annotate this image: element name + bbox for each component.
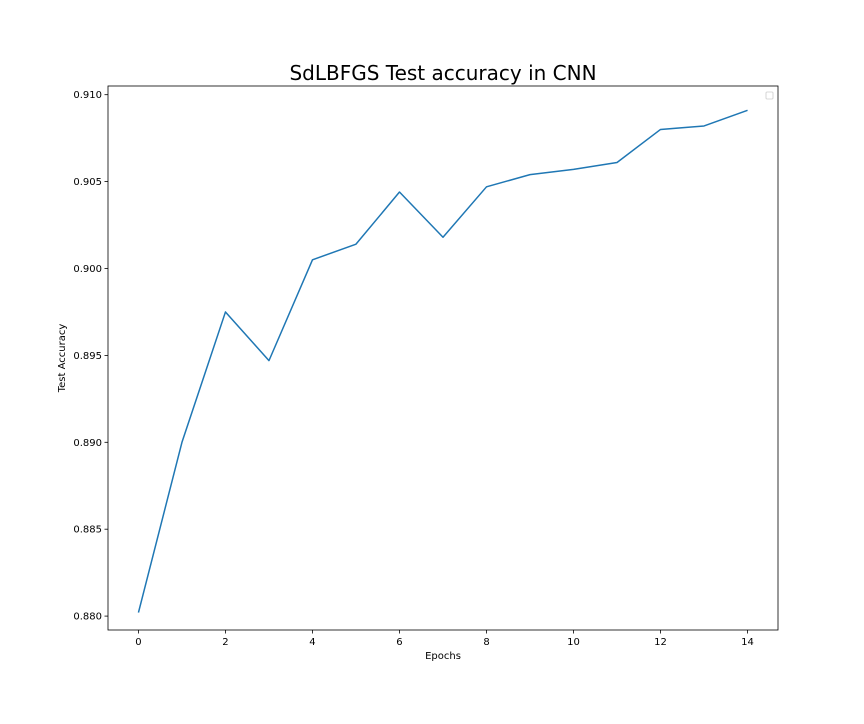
y-tick-label: 0.885 bbox=[73, 525, 102, 536]
y-tick-label: 0.910 bbox=[73, 90, 102, 101]
y-tick-label: 0.890 bbox=[73, 438, 102, 449]
series-line bbox=[137, 109, 748, 613]
x-tick-label: 14 bbox=[741, 637, 754, 648]
x-tick-label: 6 bbox=[396, 637, 402, 648]
y-tick-label: 0.880 bbox=[73, 612, 102, 623]
x-axis-label: Epochs bbox=[425, 651, 461, 662]
axes-frame bbox=[107, 85, 779, 631]
x-tick-label: 8 bbox=[483, 637, 489, 648]
x-tick-label: 12 bbox=[654, 637, 667, 648]
x-tick-label: 2 bbox=[222, 637, 228, 648]
legend-box bbox=[765, 91, 774, 100]
x-tick-label: 0 bbox=[135, 637, 141, 648]
x-tick-label: 4 bbox=[309, 637, 315, 648]
y-tick-label: 0.905 bbox=[73, 177, 102, 188]
y-tick-label: 0.900 bbox=[73, 264, 102, 275]
y-axis-label: Test Accuracy bbox=[57, 324, 68, 394]
y-tick-label: 0.895 bbox=[73, 351, 102, 362]
plot-area: 0 2 4 6 8 10 12 14 0.880 0.885 0.890 0.895 0.900 0.90… bbox=[73, 85, 779, 648]
chart-title: SdLBFGS Test accuracy in CNN bbox=[289, 61, 596, 85]
x-tick-label: 10 bbox=[567, 637, 580, 648]
